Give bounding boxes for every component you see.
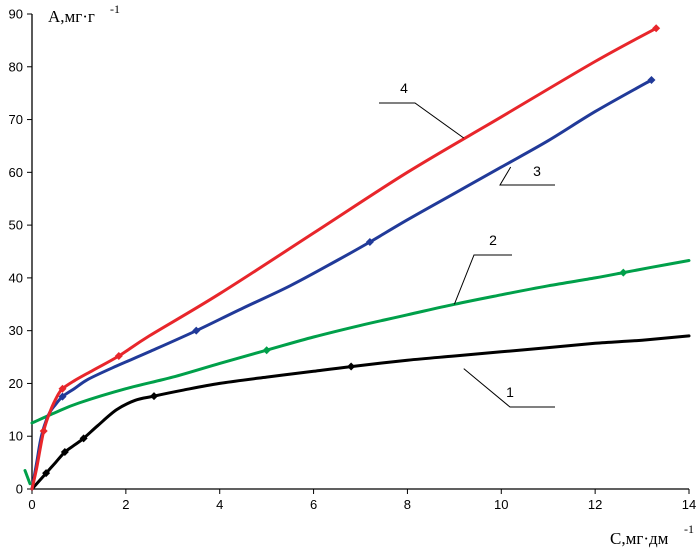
x-tick-label: 14 (682, 497, 696, 512)
curve-label-leader (499, 166, 555, 186)
x-tick-label: 2 (122, 497, 129, 512)
series-4 (30, 24, 661, 491)
x-tick-label: 6 (310, 497, 317, 512)
series-4-line (30, 26, 658, 491)
y-tick-label: 80 (9, 59, 23, 74)
curve-label-leader (379, 102, 465, 139)
y-axis-title: A,мг·г (48, 7, 95, 26)
y-tick-label: 20 (9, 376, 23, 391)
series-layer (23, 24, 691, 491)
series-2-marker (262, 346, 271, 355)
series-1-marker (150, 392, 159, 401)
series-1-marker (347, 362, 356, 371)
series-2-marker (619, 268, 628, 277)
x-tick-label: 0 (28, 497, 35, 512)
curve-label-2: 2 (453, 232, 512, 305)
x-tick-label: 10 (494, 497, 508, 512)
curve-label-4: 4 (379, 80, 465, 139)
curve-label-text: 4 (400, 80, 408, 96)
series-3-marker (647, 75, 656, 84)
y-tick-label: 50 (9, 218, 23, 233)
y-tick-label: 30 (9, 323, 23, 338)
y-tick-label: 90 (9, 7, 23, 22)
x-tick-label: 4 (216, 497, 223, 512)
curve-label-text: 3 (533, 163, 541, 179)
series-2 (30, 259, 691, 425)
series-3-marker (365, 238, 374, 246)
x-axis-title: C,мг·дм (610, 529, 669, 548)
series-1 (30, 334, 691, 491)
series-3-marker (58, 392, 67, 401)
series-2-axis-segment (23, 469, 32, 486)
curve-label-text: 1 (506, 384, 514, 400)
series-1-line (30, 334, 691, 491)
y-tick-label: 0 (16, 482, 23, 497)
curve-label-leader (453, 254, 512, 305)
x-tick-label: 12 (588, 497, 602, 512)
curve-label-1: 1 (463, 368, 555, 408)
series-4-marker (652, 24, 661, 33)
series-1-marker (79, 434, 88, 443)
curve-labels: 1 2 3 4 (379, 80, 555, 408)
series-2-line (30, 259, 691, 425)
series-1-marker (60, 448, 69, 457)
y-tick-label: 10 (9, 429, 23, 444)
y-axis-title-exponent: -1 (110, 2, 120, 16)
y-tick-label: 60 (9, 165, 23, 180)
series-3-marker (192, 326, 201, 335)
curve-label-text: 2 (489, 232, 497, 248)
curve-label-leader (463, 368, 555, 408)
y-tick-label: 70 (9, 112, 23, 127)
series-4-marker (58, 384, 67, 393)
series-4-marker (39, 426, 48, 435)
series-4-marker (114, 352, 123, 360)
x-tick-label: 8 (404, 497, 411, 512)
curve-label-3: 3 (499, 163, 555, 186)
y-tick-label: 40 (9, 270, 23, 285)
x-axis-title-exponent: -1 (684, 522, 694, 536)
series-1-marker (42, 469, 51, 478)
